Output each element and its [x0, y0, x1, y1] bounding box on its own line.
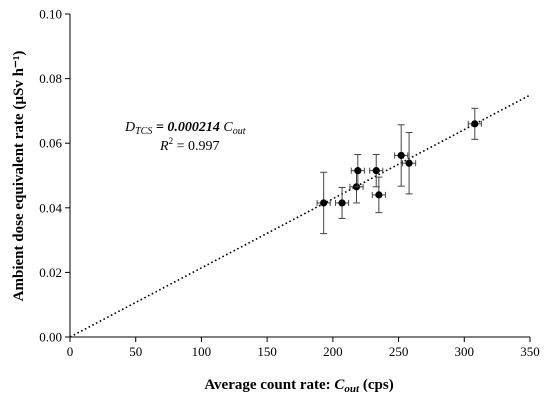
x-axis-label: Average count rate: Cout (cps) [204, 377, 393, 395]
x-tick-label: 300 [455, 344, 475, 359]
data-point [350, 154, 365, 188]
x-tick-label: 150 [257, 344, 277, 359]
axes: 0 50 100 150 200 250 300 350 0.00 0.02 0.04 0.06 0.0… [39, 7, 540, 360]
y-tick-label: 0.06 [39, 136, 62, 151]
fit-line-group [69, 94, 531, 338]
y-tick-label: 0.02 [39, 265, 62, 280]
data-marker [471, 120, 479, 128]
r-squared-value: = 0.997 [173, 139, 219, 154]
x-tick-label: 350 [520, 344, 540, 359]
data-point [369, 154, 384, 188]
x-tick-label: 0 [67, 344, 74, 359]
y-tick-label: 0.04 [39, 200, 62, 215]
r-squared: R2 = 0.997 [159, 136, 219, 154]
data-marker [372, 167, 380, 175]
fit-equation-var-c: C [223, 120, 233, 135]
x-axis-label-sub: out [344, 383, 360, 395]
data-point [467, 107, 482, 140]
x-tick-label: 100 [192, 344, 212, 359]
data-marker [375, 191, 383, 199]
data-marker [405, 159, 413, 167]
data-point [402, 132, 417, 195]
y-tick-label: 0.00 [39, 330, 62, 345]
y-axis-label: Ambient dose equivalent rate (µSv h⁻¹) [11, 51, 27, 302]
fit-equation-sub-tcs: TCS [135, 126, 152, 137]
data-point [371, 176, 386, 214]
fit-equation-coef: = 0.000214 [152, 120, 223, 135]
x-tick-label: 250 [389, 344, 409, 359]
x-axis-label-main: Average count rate: [204, 377, 334, 393]
r-squared-var: R [159, 139, 169, 154]
data-point [394, 124, 409, 187]
data-marker [397, 151, 405, 160]
r-squared-sup: 2 [169, 136, 174, 146]
data-point [316, 171, 331, 235]
fit-line [69, 94, 531, 338]
data-marker [354, 167, 362, 175]
x-axis-label-unit: (cps) [359, 377, 394, 393]
data-marker [338, 199, 346, 207]
fit-equation-var-d: D [124, 120, 135, 135]
y-tick-label: 0.08 [39, 71, 62, 86]
fit-equation-sub-out: out [233, 126, 246, 137]
fit-equation: DTCS = 0.000214 Cout [124, 120, 246, 137]
x-axis-label-var: C [334, 377, 345, 393]
y-tick-label: 0.10 [39, 7, 62, 22]
data-points [316, 107, 482, 235]
data-marker [320, 199, 328, 207]
x-tick-label: 50 [129, 344, 142, 359]
x-tick-label: 200 [323, 344, 343, 359]
data-point [334, 186, 350, 219]
